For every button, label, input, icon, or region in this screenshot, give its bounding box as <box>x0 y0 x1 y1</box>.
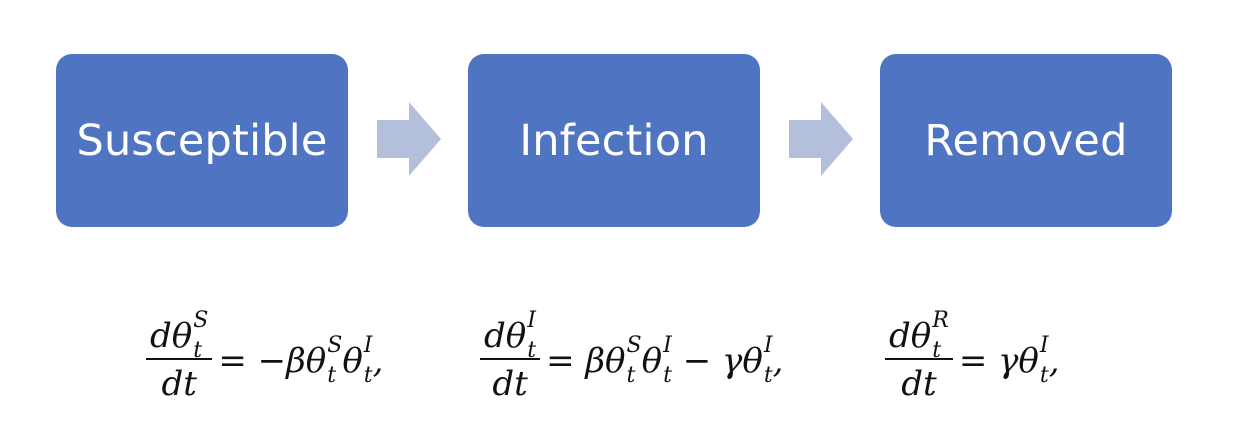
arrow-right-icon <box>377 102 441 176</box>
superscript: I <box>1039 333 1049 358</box>
superscript: I <box>527 308 536 333</box>
rhs-text: = −βθ <box>218 341 327 381</box>
rhs-text: = βθ <box>546 341 626 381</box>
subscript: t <box>527 338 537 363</box>
subscript: t <box>626 363 636 388</box>
superscript: R <box>932 308 949 333</box>
subscript: t <box>363 363 373 388</box>
box-removed: Removed <box>880 54 1172 227</box>
denominator: dt <box>901 364 937 404</box>
box-removed-label: Removed <box>924 115 1128 166</box>
box-susceptible: Susceptible <box>56 54 348 227</box>
rhs-text: , <box>372 341 384 381</box>
rhs-text: , <box>772 341 784 381</box>
subscript: t <box>663 363 672 388</box>
denominator: dt <box>161 364 197 404</box>
subscript: t <box>193 338 203 363</box>
subscript: t <box>327 363 337 388</box>
arrow-right-icon <box>789 102 853 176</box>
denominator: dt <box>492 364 528 404</box>
rhs-text: , <box>1048 341 1060 381</box>
box-infection-label: Infection <box>519 115 709 166</box>
numerator-text: dθ <box>484 316 527 356</box>
rhs-text: = γθ <box>958 341 1039 381</box>
arrow-shape <box>377 102 441 176</box>
numerator-text: dθ <box>150 316 193 356</box>
numerator-text: dθ <box>889 316 932 356</box>
superscript: I <box>763 333 773 358</box>
superscript: S <box>327 333 343 358</box>
superscript: S <box>193 308 209 333</box>
box-infection: Infection <box>468 54 760 227</box>
arrow-shape <box>789 102 853 176</box>
box-susceptible-label: Susceptible <box>76 115 328 166</box>
subscript: t <box>932 338 942 363</box>
superscript: S <box>626 333 642 358</box>
rhs-text: θ <box>342 341 363 381</box>
subscript: t <box>1039 363 1049 388</box>
rhs-text: θ <box>641 341 663 381</box>
superscript: I <box>363 333 373 358</box>
subscript: t <box>763 363 773 388</box>
superscript: I <box>663 333 672 358</box>
rhs-text: − γθ <box>671 341 763 381</box>
